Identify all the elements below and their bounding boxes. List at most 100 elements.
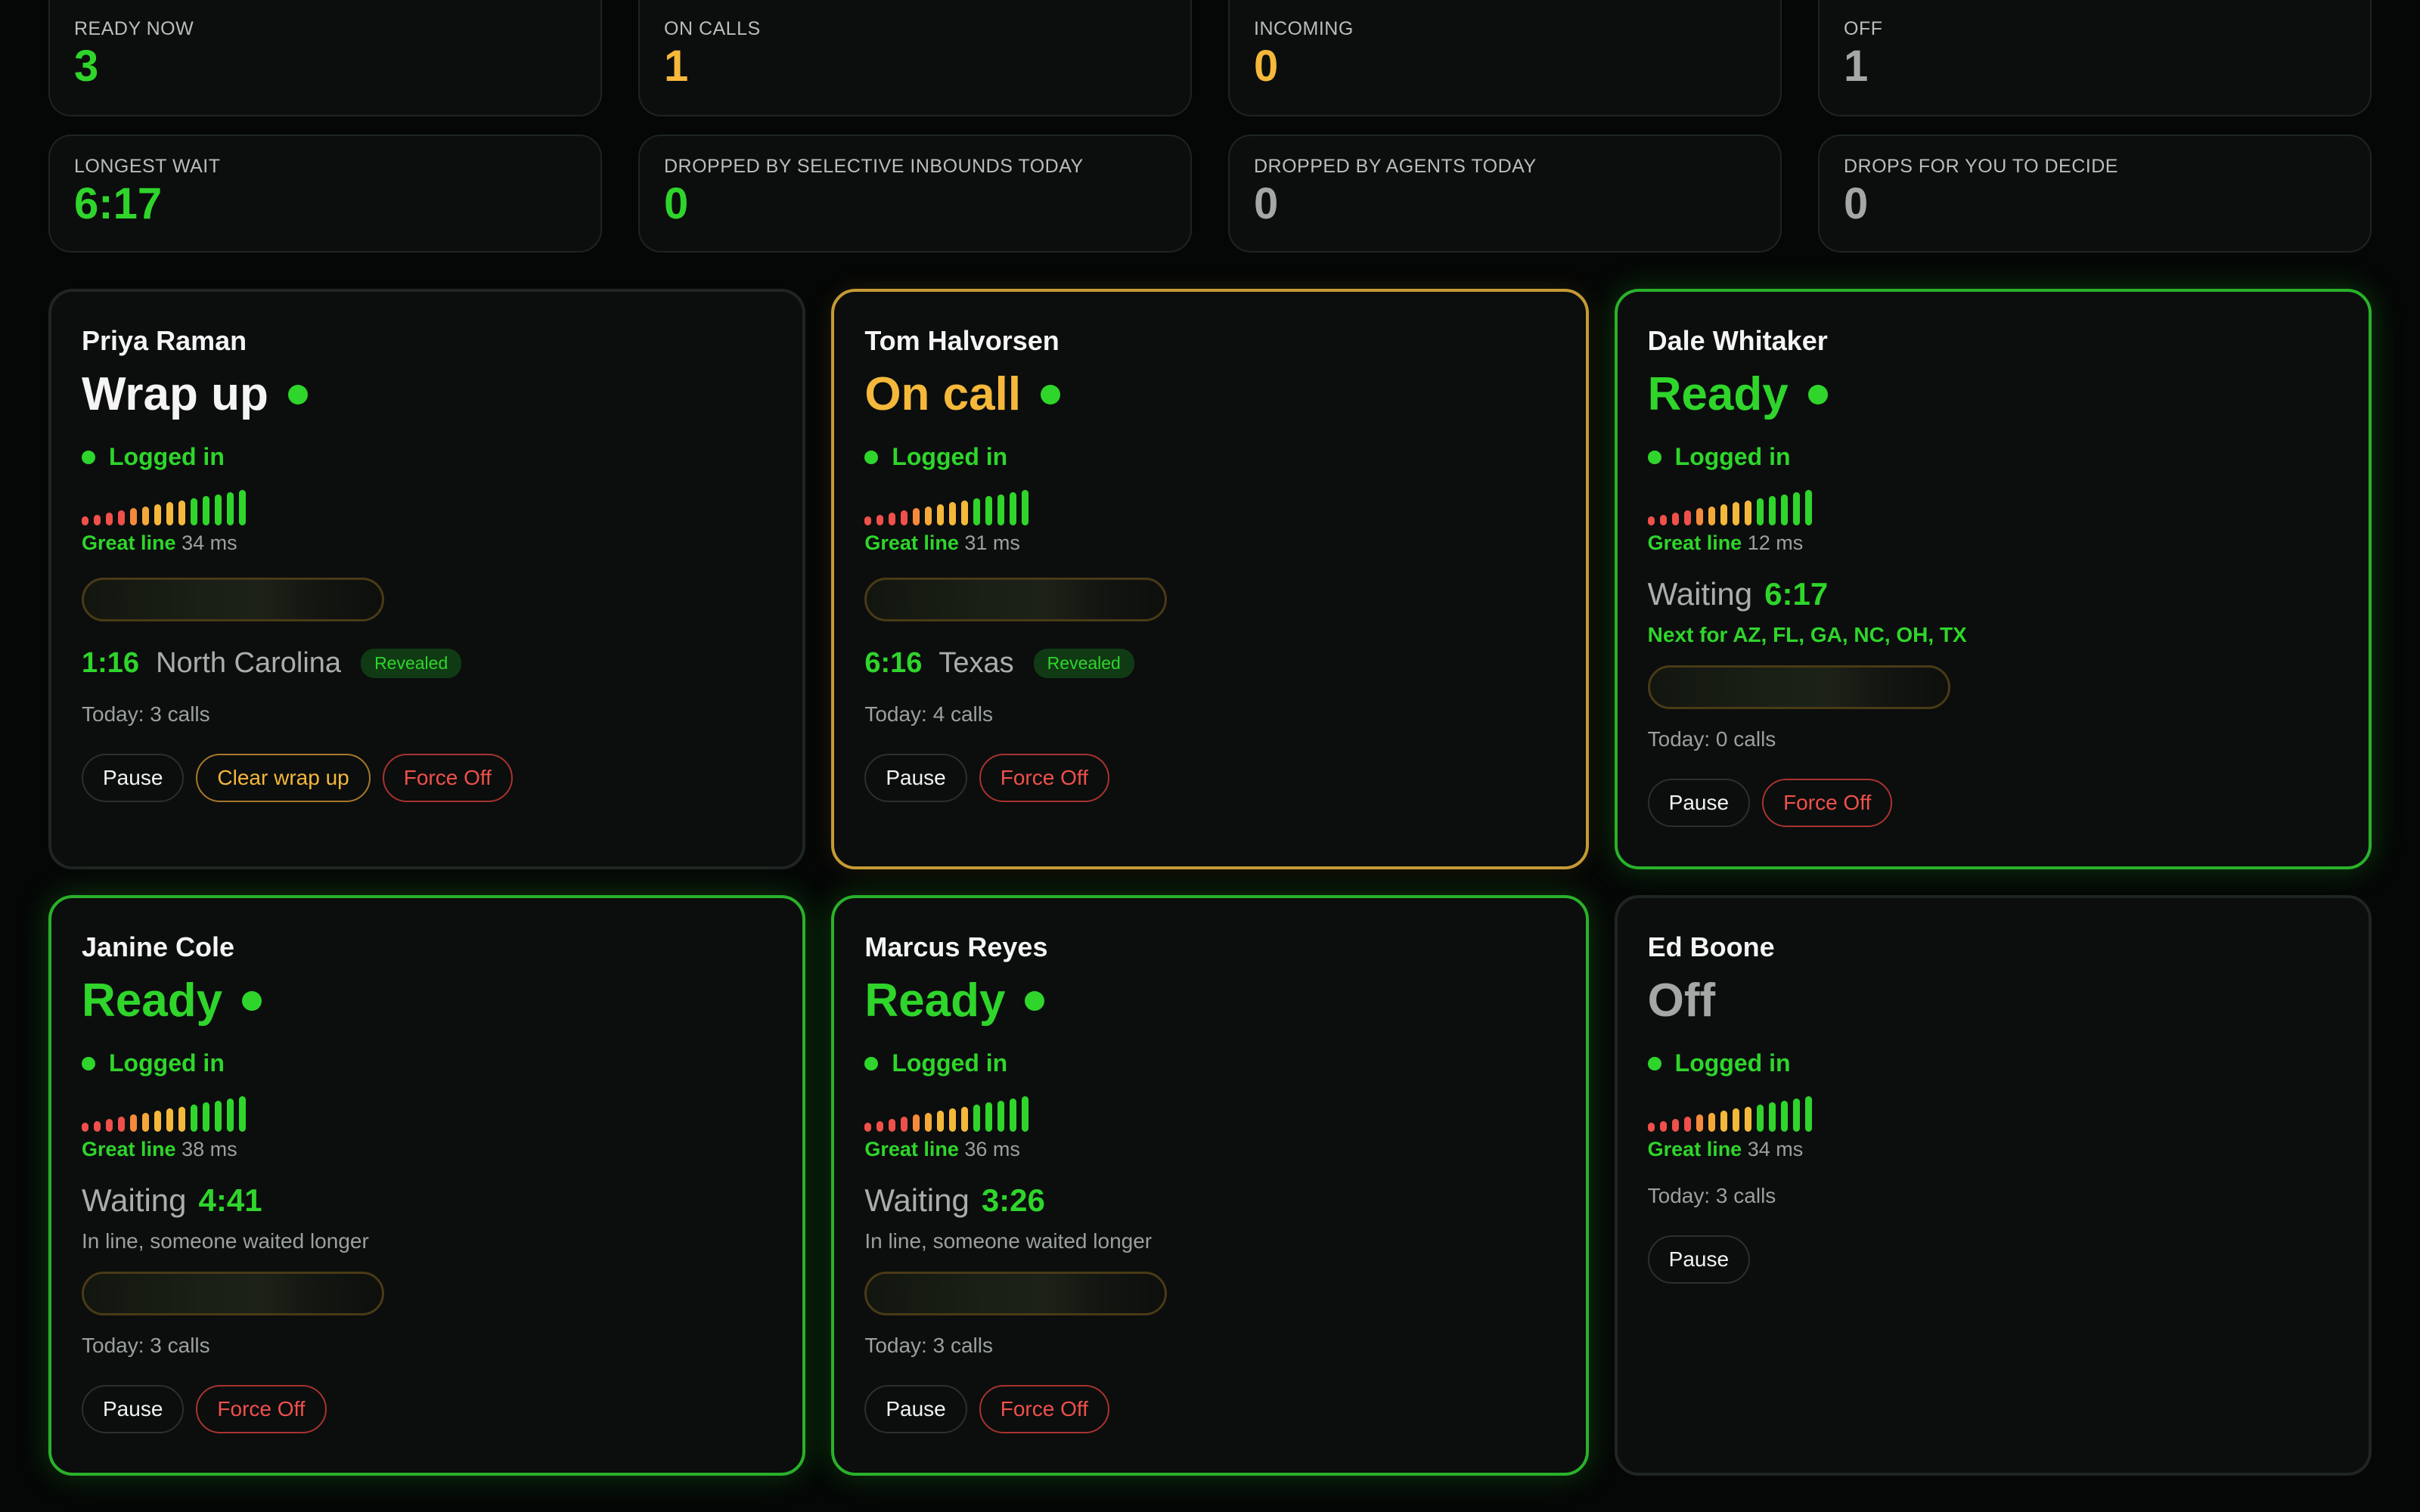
quality-label: Great line xyxy=(864,1138,959,1161)
signal-bar xyxy=(925,506,932,526)
online-dot-icon xyxy=(864,1056,879,1070)
login-label: Logged in xyxy=(892,1049,1008,1077)
online-dot-icon xyxy=(864,450,879,464)
status-label: Off xyxy=(1647,974,1716,1027)
signal-bar xyxy=(1683,510,1691,526)
signal-bar xyxy=(166,1108,173,1132)
force-off-button[interactable]: Force Off xyxy=(196,1385,327,1434)
latency-value: 31 ms xyxy=(964,531,1020,555)
signal-bar xyxy=(913,1114,920,1132)
pause-button[interactable]: Pause xyxy=(864,1385,967,1434)
force-off-button[interactable]: Force Off xyxy=(382,754,513,803)
stat-card: DROPS FOR YOU TO DECIDE 0 xyxy=(1818,135,2372,253)
signal-bar xyxy=(227,491,234,526)
agent-card: Marcus Reyes Ready Logged in Great line 36 … xyxy=(831,895,1589,1476)
status-dot-icon xyxy=(1025,991,1045,1012)
today-calls: Today: 3 calls xyxy=(864,1334,993,1358)
action-buttons: Pause Clear wrap up Force Off xyxy=(82,754,802,803)
line-quality: Great line 34 ms xyxy=(82,531,802,555)
quality-label: Great line xyxy=(82,531,176,555)
login-label: Logged in xyxy=(1674,1049,1791,1077)
signal-bar xyxy=(142,1112,149,1132)
agent-name: Marcus Reyes xyxy=(864,931,1048,962)
signal-bar xyxy=(1780,494,1788,526)
signal-bar xyxy=(215,494,222,526)
stat-value: 0 xyxy=(1844,179,1869,228)
signal-bar xyxy=(82,516,88,526)
agent-status: On call xyxy=(864,368,1585,420)
waiting-info: Waiting 4:41 xyxy=(82,1182,802,1219)
stat-value: 0 xyxy=(1254,42,1279,91)
online-dot-icon xyxy=(82,1056,95,1070)
pause-button[interactable]: Pause xyxy=(82,1385,185,1434)
signal-bar xyxy=(1671,512,1679,526)
stat-card: LONGEST WAIT 6:17 xyxy=(48,135,602,253)
signal-bar xyxy=(889,512,896,526)
pause-button[interactable]: Pause xyxy=(864,754,967,803)
agent-name: Ed Boone xyxy=(1647,931,1775,962)
signal-meter-icon xyxy=(1647,489,2369,526)
signal-bar xyxy=(1708,1112,1715,1132)
stat-row: LONGEST WAIT 6:17 DROPPED BY SELECTIVE INB… xyxy=(48,135,2372,253)
latency-value: 36 ms xyxy=(964,1138,1020,1161)
signal-bar xyxy=(154,504,161,526)
quality-label: Great line xyxy=(1647,531,1742,555)
clear-wrap-up-button[interactable]: Clear wrap up xyxy=(196,754,371,803)
pause-button[interactable]: Pause xyxy=(1647,1235,1751,1284)
signal-bar xyxy=(227,1098,234,1132)
force-off-button[interactable]: Force Off xyxy=(979,1385,1109,1434)
signal-bar xyxy=(985,1102,993,1132)
login-state: Logged in xyxy=(864,1049,1585,1077)
signal-bar xyxy=(937,504,945,526)
signal-bar xyxy=(1792,491,1800,526)
latency-value: 34 ms xyxy=(182,531,237,555)
stats-panel: READY NOW 3 ON CALLS 1 INCOMING 0 OFF 1 LONGEST … xyxy=(48,0,2372,271)
signal-bar xyxy=(1768,496,1776,526)
pause-button[interactable]: Pause xyxy=(82,754,185,803)
signal-bar xyxy=(1647,516,1655,526)
signal-bar xyxy=(876,514,884,526)
stat-value: 3 xyxy=(74,42,99,91)
stat-value: 6:17 xyxy=(74,179,163,228)
call-duration: 6:16 xyxy=(864,647,923,680)
signal-bar xyxy=(961,500,969,526)
stat-label: DROPPED BY AGENTS TODAY xyxy=(1254,156,1537,177)
agent-status: Ready xyxy=(82,974,802,1027)
agent-name: Priya Raman xyxy=(82,325,247,356)
today-calls: Today: 3 calls xyxy=(1647,1184,1776,1208)
signal-bar xyxy=(973,1104,981,1132)
signal-bar xyxy=(1010,1098,1017,1132)
signal-bar xyxy=(178,500,185,526)
login-label: Logged in xyxy=(109,443,225,471)
stat-card: ON CALLS 1 xyxy=(638,0,1192,116)
stat-row: READY NOW 3 ON CALLS 1 INCOMING 0 OFF 1 xyxy=(48,0,2372,116)
stat-label: READY NOW xyxy=(74,18,194,39)
signal-bar xyxy=(142,506,149,526)
login-label: Logged in xyxy=(109,1049,225,1077)
signal-bar xyxy=(913,508,920,526)
signal-bar xyxy=(1708,506,1715,526)
waiting-info: Waiting 6:17 xyxy=(1648,576,2369,612)
pause-button[interactable]: Pause xyxy=(1647,779,1751,828)
status-label: Ready xyxy=(864,974,1006,1027)
call-info: 6:16 Texas Revealed xyxy=(864,647,1585,680)
today-calls: Today: 3 calls xyxy=(82,1334,210,1358)
status-label: Ready xyxy=(1647,368,1789,420)
signal-bar xyxy=(1696,508,1703,526)
signal-bar xyxy=(1744,1106,1751,1132)
agent-card: Ed Boone Off Logged in Great line 34 ms Toda… xyxy=(1614,895,2372,1476)
agent-grid: Priya Raman Wrap up Logged in Great line 34… xyxy=(48,289,2372,1476)
signal-bar xyxy=(106,1118,113,1132)
signal-meter-icon xyxy=(1647,1095,2369,1132)
force-off-button[interactable]: Force Off xyxy=(979,754,1109,803)
signal-bar xyxy=(1756,1104,1764,1132)
stat-label: LONGEST WAIT xyxy=(74,156,221,177)
audio-level-bar xyxy=(82,1272,384,1316)
force-off-button[interactable]: Force Off xyxy=(1762,779,1893,828)
latency-value: 38 ms xyxy=(182,1138,237,1161)
revealed-badge: Revealed xyxy=(1033,649,1134,679)
signal-bar xyxy=(1720,504,1727,526)
agent-name: Tom Halvorsen xyxy=(864,325,1060,356)
line-quality: Great line 36 ms xyxy=(864,1138,1585,1161)
signal-bar xyxy=(1804,490,1812,526)
